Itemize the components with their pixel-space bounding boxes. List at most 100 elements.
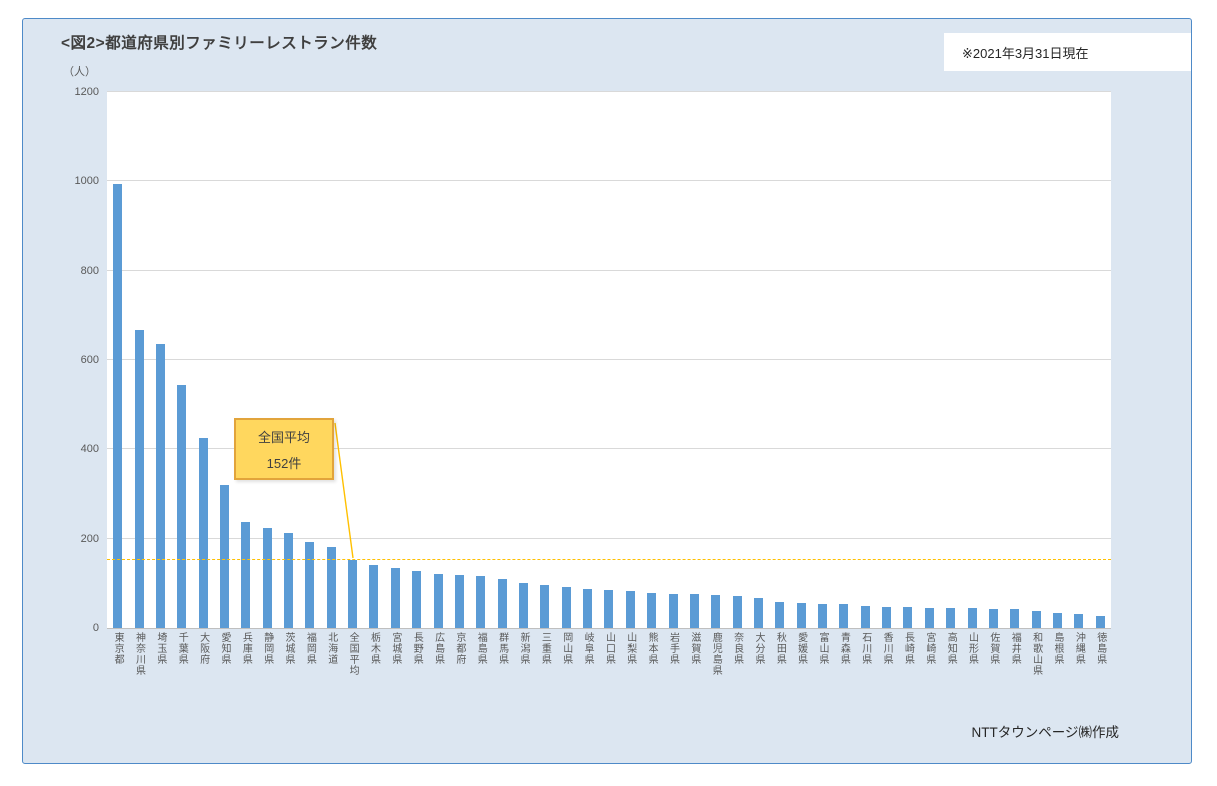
bar xyxy=(796,603,806,628)
bar xyxy=(177,385,187,628)
bar-band xyxy=(556,92,577,628)
x-axis-category-label: 愛知県 xyxy=(218,632,230,665)
x-axis-category-label: 岐阜県 xyxy=(582,632,594,665)
x-axis-label-band: 青森県 xyxy=(833,632,854,665)
bar-band xyxy=(598,92,619,628)
x-axis-category-label: 和歌山県 xyxy=(1030,632,1042,676)
bar-band xyxy=(278,92,299,628)
x-axis-label-band: 愛媛県 xyxy=(791,632,812,665)
x-axis-category-label: 高知県 xyxy=(945,632,957,665)
x-axis-category-label: 鹿児島県 xyxy=(710,632,722,676)
x-axis-label-band: 岩手県 xyxy=(662,632,683,665)
x-axis-category-label: 富山県 xyxy=(817,632,829,665)
bar-band xyxy=(855,92,876,628)
x-axis-label-band: 神奈川県 xyxy=(128,632,149,676)
x-axis-label-band: 東京都 xyxy=(107,632,128,665)
bar xyxy=(284,533,294,628)
y-axis-tick-label: 0 xyxy=(92,622,99,634)
bar-band xyxy=(534,92,555,628)
x-axis-category-label: 滋賀県 xyxy=(688,632,700,665)
bar xyxy=(753,598,763,628)
x-axis-label-band: 徳島県 xyxy=(1090,632,1111,665)
bar-band xyxy=(257,92,278,628)
bar-band xyxy=(726,92,747,628)
bar-band xyxy=(1004,92,1025,628)
x-axis-label-band: 茨城県 xyxy=(278,632,299,665)
gridline xyxy=(107,537,1111,539)
x-axis-category-label: 神奈川県 xyxy=(133,632,145,676)
bar-band xyxy=(363,92,384,628)
x-axis-label-band: 福井県 xyxy=(1004,632,1025,665)
x-axis-category-label: 京都府 xyxy=(453,632,465,665)
bar-band xyxy=(748,92,769,628)
bar-band xyxy=(833,92,854,628)
bar xyxy=(519,583,528,628)
bar xyxy=(155,344,165,628)
x-axis-label-band: 長野県 xyxy=(406,632,427,665)
x-axis-label-band: 新潟県 xyxy=(513,632,534,665)
x-axis-category-label: 福島県 xyxy=(475,632,487,665)
x-axis-category-label: 長野県 xyxy=(411,632,423,665)
bar xyxy=(390,568,400,628)
bar-band xyxy=(705,92,726,628)
x-axis-label-band: 山口県 xyxy=(598,632,619,665)
bar-band xyxy=(641,92,662,628)
y-axis-tick-label: 800 xyxy=(80,264,99,277)
bar xyxy=(412,571,422,628)
bar xyxy=(219,485,229,628)
bar xyxy=(860,606,870,628)
x-axis-label-band: 奈良県 xyxy=(726,632,747,665)
x-axis-label-band: 鹿児島県 xyxy=(705,632,726,676)
bar-band xyxy=(684,92,705,628)
bar-band xyxy=(1025,92,1046,628)
bar xyxy=(625,591,635,628)
bar xyxy=(732,596,742,628)
bar xyxy=(604,590,614,628)
bar-band xyxy=(919,92,940,628)
bar-band xyxy=(1090,92,1111,628)
bar xyxy=(647,593,657,628)
bar-band xyxy=(214,92,235,628)
x-axis-category-label: 大分県 xyxy=(752,632,764,665)
bar xyxy=(561,587,571,628)
x-axis-category-label: 佐賀県 xyxy=(987,632,999,665)
bar xyxy=(369,565,379,628)
x-axis-label-band: 福岡県 xyxy=(299,632,320,665)
x-axis-category-label: 沖縄県 xyxy=(1073,632,1085,665)
x-axis-category-label: 全国平均 xyxy=(347,632,359,676)
x-axis-category-label: 茨城県 xyxy=(283,632,295,665)
bar xyxy=(326,547,336,628)
x-axis-category-label: 静岡県 xyxy=(261,632,273,665)
x-axis-label-band: 群馬県 xyxy=(491,632,512,665)
bar-band xyxy=(342,92,363,628)
x-axis-label-band: 北海道 xyxy=(321,632,342,665)
bar xyxy=(540,585,550,628)
x-axis-category-label: 北海道 xyxy=(325,632,337,665)
y-axis-unit-label: （人） xyxy=(63,66,96,78)
bar xyxy=(497,579,507,628)
date-note: ※2021年3月31日現在 xyxy=(962,45,1089,61)
x-axis-category-label: 島根県 xyxy=(1051,632,1063,665)
bar xyxy=(1052,613,1062,628)
bar xyxy=(903,607,913,628)
bar xyxy=(775,602,785,628)
bar-band xyxy=(427,92,448,628)
bar xyxy=(946,608,956,628)
bar-band xyxy=(470,92,491,628)
bar xyxy=(1074,614,1084,628)
bar-band xyxy=(406,92,427,628)
bar-band xyxy=(385,92,406,628)
x-axis-label-band: 全国平均 xyxy=(342,632,363,676)
x-axis-label-band: 山梨県 xyxy=(620,632,641,665)
bar-band xyxy=(192,92,213,628)
x-axis-label-band: 静岡県 xyxy=(257,632,278,665)
bar-band xyxy=(961,92,982,628)
bar-band xyxy=(513,92,534,628)
x-axis-category-label: 山梨県 xyxy=(624,632,636,665)
bar xyxy=(924,608,934,628)
bar-band xyxy=(791,92,812,628)
bar xyxy=(967,608,977,628)
x-axis-label-band: 岐阜県 xyxy=(577,632,598,665)
x-axis-label-band: 福島県 xyxy=(470,632,491,665)
bar xyxy=(818,604,828,628)
